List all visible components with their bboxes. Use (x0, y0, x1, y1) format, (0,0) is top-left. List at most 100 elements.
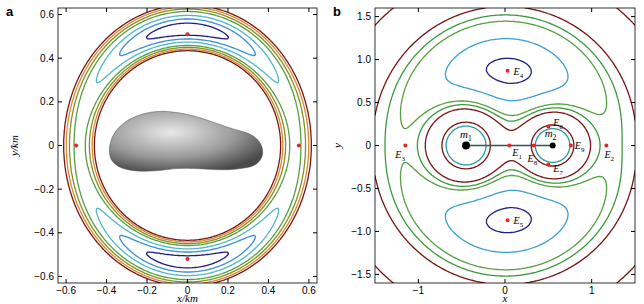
x-tick (106, 8, 107, 12)
x-tick (418, 279, 419, 283)
y-tick (58, 276, 62, 277)
body-label: m1 (460, 128, 472, 143)
y-tick (375, 16, 379, 17)
equilibrium-point (186, 32, 190, 36)
x-tick-label: 0.6 (302, 285, 316, 296)
panel-letter: a (6, 4, 14, 19)
x-axis-label: x (502, 292, 508, 304)
contour (74, 11, 301, 279)
contour (375, 8, 635, 283)
y-tick-label: 0 (48, 140, 54, 151)
x-tick (505, 8, 506, 12)
y-tick-label: 0 (365, 140, 371, 151)
y-tick-label: 1.0 (357, 54, 371, 65)
contour (446, 126, 570, 165)
y-tick-label: −0.2 (34, 184, 54, 195)
x-tick-label: −0.6 (56, 285, 76, 296)
y-tick-label: 0.5 (357, 97, 371, 108)
x-tick (147, 8, 148, 12)
x-tick-label: 1 (589, 285, 595, 296)
plot-area (64, 8, 312, 283)
y-tick (313, 58, 317, 59)
y-tick (375, 102, 379, 103)
x-tick (418, 8, 419, 12)
equilibrium-point (569, 144, 573, 148)
y-tick (631, 188, 635, 189)
y-tick-label: −1.0 (351, 226, 371, 237)
x-tick-label: −0.4 (97, 285, 117, 296)
equilibrium-point (532, 144, 536, 148)
x-tick (147, 279, 148, 283)
y-tick (631, 145, 635, 146)
point-label: E8 (527, 153, 538, 167)
y-axis-label: y/km (8, 135, 20, 157)
contour (385, 15, 622, 276)
x-tick (106, 279, 107, 283)
contour (70, 9, 306, 282)
x-tick (227, 279, 228, 283)
y-tick (58, 101, 62, 102)
y-tick-label: −0.6 (34, 271, 54, 282)
y-tick-label: −0.4 (34, 227, 54, 238)
y-tick (631, 59, 635, 60)
contour (401, 21, 607, 270)
x-tick (66, 279, 67, 283)
point-label: E9 (574, 140, 585, 154)
y-tick-label: 0.6 (40, 9, 54, 20)
x-tick (591, 8, 592, 12)
point-label: E7 (552, 163, 563, 177)
asteroid-image (109, 111, 262, 171)
panel-a: −0.6−0.4−0.200.20.40.6−0.6−0.4−0.200.20.… (6, 4, 317, 304)
point-label: E3 (394, 149, 405, 163)
x-tick-label: −1 (413, 285, 425, 296)
contour (64, 8, 312, 283)
x-tick-label: 0.2 (221, 285, 235, 296)
y-tick (58, 145, 62, 146)
y-tick (313, 189, 317, 190)
y-tick-label: −1.5 (351, 269, 371, 280)
y-tick (58, 232, 62, 233)
contour (96, 15, 278, 275)
y-tick (313, 276, 317, 277)
x-axis-label: x/km (176, 292, 198, 304)
equilibrium-point (74, 144, 78, 148)
contour (375, 8, 635, 283)
y-tick (375, 231, 379, 232)
y-tick (375, 274, 379, 275)
body-label: m2 (545, 127, 557, 142)
y-tick (313, 232, 317, 233)
y-tick (631, 102, 635, 103)
equilibrium-point (546, 162, 550, 166)
x-tick (505, 279, 506, 283)
body (550, 143, 556, 149)
y-tick (313, 14, 317, 15)
x-tick (308, 279, 309, 283)
y-tick-label: 0.2 (40, 96, 54, 107)
y-tick (631, 231, 635, 232)
point-label: E2 (603, 149, 614, 163)
y-tick (631, 16, 635, 17)
x-tick (268, 279, 269, 283)
y-tick (313, 101, 317, 102)
x-tick (187, 8, 188, 12)
point-label: E6 (552, 117, 563, 131)
contour (147, 23, 229, 268)
frame (375, 8, 635, 283)
y-tick (58, 58, 62, 59)
figure: −0.6−0.4−0.200.20.40.6−0.6−0.4−0.200.20.… (0, 0, 644, 304)
equilibrium-point (506, 69, 510, 73)
panel-letter: b (333, 4, 341, 19)
x-tick (591, 279, 592, 283)
contour (66, 8, 308, 283)
y-tick (58, 14, 62, 15)
x-tick (268, 8, 269, 12)
y-tick (375, 145, 379, 146)
equilibrium-point (186, 257, 190, 261)
x-tick-label: 0.4 (261, 285, 275, 296)
panel-b: −101−1.5−1.0−0.500.51.01.5xybE1E2E3E4E5E… (331, 4, 635, 304)
y-axis-label: y (331, 143, 343, 149)
point-label: E1 (511, 147, 522, 161)
y-tick (313, 145, 317, 146)
y-tick (58, 189, 62, 190)
y-tick-label: 0.4 (40, 53, 54, 64)
